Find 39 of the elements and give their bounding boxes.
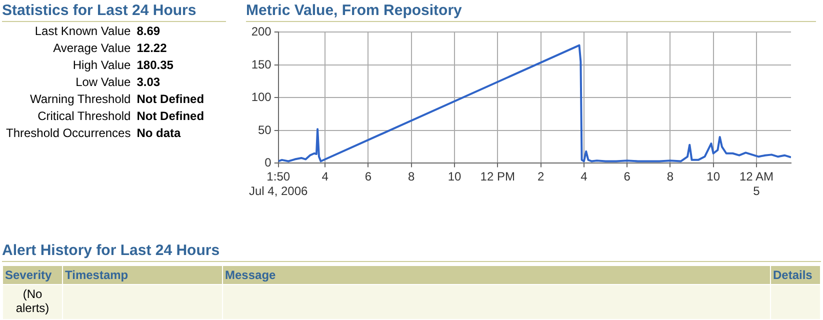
x-tick-label: 4 [580, 170, 588, 184]
y-tick-label: 200 [251, 24, 272, 39]
x-tick-label: 6 [624, 170, 631, 184]
text: Threshold Occurrences [5, 126, 132, 141]
x-tick-label: 6 [364, 170, 372, 184]
x-tick-label: 4 [322, 170, 329, 184]
y-tick-label: 100 [251, 90, 272, 104]
text: Severity [2, 266, 62, 284]
y-tick-label: 50 [258, 122, 272, 137]
y-tick-label: 0 [264, 156, 272, 170]
text: Not Defined [136, 92, 206, 107]
text: Warning Threshold [29, 92, 132, 107]
text: 180.35 [136, 58, 174, 73]
text: High Value [72, 58, 132, 73]
text: Timestamp [62, 266, 222, 284]
text: Message [222, 266, 770, 284]
chart-title: Metric Value, From Repository [246, 2, 816, 22]
text: 8.69 [136, 24, 162, 39]
x-tick-label: 12 PM [480, 170, 515, 184]
x-tick-label: 10 [706, 170, 720, 184]
text: 3.03 [136, 75, 162, 90]
text: Critical Threshold [36, 109, 132, 124]
text: Average Value [52, 41, 132, 56]
text: Alert History for Last 24 Hours [2, 242, 821, 262]
text: 12.22 [136, 41, 168, 56]
text: Statistics for Last 24 Hours [2, 2, 226, 22]
text: Low Value [74, 75, 132, 90]
text: (No alerts) [2, 284, 62, 320]
text: Last Known Value [34, 24, 132, 39]
x-tick-label: 8 [666, 170, 674, 184]
x-tick-label: 1:50 Jul 4, 2006 [248, 170, 308, 198]
x-tick-label: 2 [537, 170, 544, 184]
y-tick-label: 150 [251, 57, 272, 72]
x-tick-label: 10 [448, 170, 462, 184]
x-tick-label: 12 AM 5 [739, 170, 774, 198]
text: Not Defined [136, 109, 206, 124]
x-tick-label: 8 [408, 170, 416, 184]
text: Details [770, 266, 820, 284]
text: No data [136, 126, 182, 141]
